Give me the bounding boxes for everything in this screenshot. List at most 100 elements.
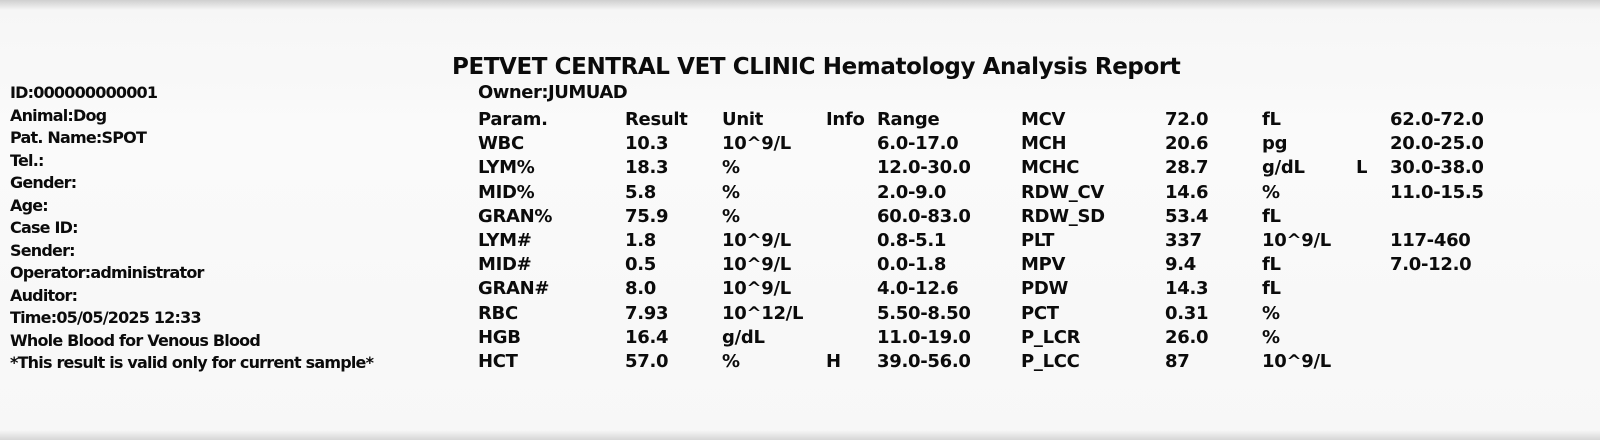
patient-info-block: ID:000000000001 Animal:Dog Pat. Name:SPO… <box>10 82 374 375</box>
patient-auditor: Auditor: <box>10 285 78 305</box>
left-info-cell: H <box>826 350 841 372</box>
paper-bottom-edge <box>0 430 1600 440</box>
right-param-cell: MCH <box>1021 133 1067 155</box>
left-param-cell: GRAN# <box>478 278 550 300</box>
patient-time: Time:05/05/2025 12:33 <box>10 308 202 327</box>
left-param-cell: GRAN% <box>478 205 553 227</box>
right-result-cell: 72.0 <box>1165 109 1209 130</box>
left-range-cell: 4.0-12.6 <box>877 278 959 300</box>
right-unit-cell: % <box>1262 181 1280 203</box>
owner-name: Owner:JUMUAD <box>478 82 628 103</box>
right-unit-cell: pg <box>1262 133 1288 155</box>
right-range-cell: 30.0-38.0 <box>1390 157 1484 179</box>
left-unit-cell: 10^9/L <box>722 133 791 155</box>
right-result-cell: 14.3 <box>1165 278 1209 300</box>
left-range-cell: 0.0-1.8 <box>877 254 947 276</box>
left-param-cell: MID# <box>478 254 532 276</box>
patient-animal: Animal:Dog <box>10 105 107 125</box>
left-param-cell: LYM# <box>478 229 532 251</box>
left-unit-cell: 10^9/L <box>722 254 791 276</box>
patient-age: Age: <box>10 195 49 215</box>
left-result-cell: 5.8 <box>625 181 656 203</box>
patient-sender: Sender: <box>10 240 76 260</box>
right-result-cell: 9.4 <box>1165 254 1196 276</box>
left-result-cell: 0.5 <box>625 254 656 276</box>
left-unit-cell: 10^12/L <box>722 302 804 324</box>
left-range-cell: 0.8-5.1 <box>877 229 947 251</box>
right-param-cell: PCT <box>1021 302 1059 324</box>
left-unit-cell: % <box>722 350 740 372</box>
right-result-cell: 26.0 <box>1165 326 1209 348</box>
right-unit-cell: 10^9/L <box>1262 229 1331 251</box>
right-range-cell: 117-460 <box>1390 229 1471 251</box>
right-info-cell: L <box>1356 157 1368 179</box>
left-result-cell: 75.9 <box>625 205 669 227</box>
patient-operator: Operator:administrator <box>10 263 204 282</box>
left-param-cell: HGB <box>478 326 521 348</box>
left-range-cell: 39.0-56.0 <box>877 350 971 372</box>
patient-id: ID:000000000001 <box>10 83 158 102</box>
right-unit-cell: fL <box>1262 254 1281 276</box>
report-title: PETVET CENTRAL VET CLINIC Hematology Ana… <box>452 54 1181 80</box>
left-unit-cell: 10^9/L <box>722 229 791 251</box>
right-param-cell: PLT <box>1021 229 1055 251</box>
patient-gender: Gender: <box>10 173 77 192</box>
left-unit-cell: % <box>722 181 740 203</box>
right-result-cell: 14.6 <box>1165 181 1209 203</box>
right-result-cell: 20.6 <box>1165 133 1209 155</box>
paper-top-edge <box>0 0 1600 10</box>
left-range-cell: 6.0-17.0 <box>877 133 959 155</box>
right-range-cell: 7.0-12.0 <box>1390 254 1472 276</box>
right-result-cell: 0.31 <box>1165 302 1209 324</box>
patient-case-id: Case ID: <box>10 218 79 237</box>
left-range-cell: 5.50-8.50 <box>877 302 971 324</box>
patient-name: Pat. Name:SPOT <box>10 128 147 147</box>
right-param-cell: RDW_CV <box>1021 181 1104 203</box>
left-result-cell: 18.3 <box>625 157 669 179</box>
right-param-cell: MCV <box>1021 109 1066 130</box>
right-unit-cell: fL <box>1262 205 1281 227</box>
header-result: Result <box>625 109 688 130</box>
left-param-cell: HCT <box>478 350 518 372</box>
header-unit: Unit <box>722 109 764 130</box>
right-result-cell: 53.4 <box>1165 205 1209 227</box>
left-range-cell: 2.0-9.0 <box>877 181 947 203</box>
right-param-cell: MPV <box>1021 254 1066 276</box>
left-result-cell: 57.0 <box>625 350 669 372</box>
left-range-cell: 12.0-30.0 <box>877 157 971 179</box>
left-result-cell: 7.93 <box>625 302 669 324</box>
left-unit-cell: % <box>722 157 740 179</box>
right-unit-cell: 10^9/L <box>1262 350 1331 372</box>
left-param-cell: RBC <box>478 302 518 324</box>
right-unit-cell: fL <box>1262 278 1281 300</box>
left-result-cell: 10.3 <box>625 133 669 155</box>
left-result-cell: 8.0 <box>625 278 656 300</box>
header-param: Param. <box>478 109 548 130</box>
left-param-cell: WBC <box>478 133 524 155</box>
right-param-cell: P_LCR <box>1021 326 1081 348</box>
right-range-cell: 11.0-15.5 <box>1390 181 1484 203</box>
left-param-cell: MID% <box>478 181 535 203</box>
right-param-cell: MCHC <box>1021 157 1080 179</box>
right-param-cell: P_LCC <box>1021 350 1080 372</box>
patient-tel: Tel.: <box>10 150 44 170</box>
left-unit-cell: 10^9/L <box>722 278 791 300</box>
header-info: Info <box>826 109 865 130</box>
right-param-cell: RDW_SD <box>1021 205 1105 227</box>
right-range-cell: 62.0-72.0 <box>1390 109 1484 130</box>
right-param-cell: PDW <box>1021 278 1069 300</box>
left-result-cell: 1.8 <box>625 229 656 251</box>
left-unit-cell: g/dL <box>722 326 765 348</box>
right-range-cell: 20.0-25.0 <box>1390 133 1484 155</box>
left-result-cell: 16.4 <box>625 326 669 348</box>
right-result-cell: 337 <box>1165 229 1202 251</box>
left-param-cell: LYM% <box>478 157 535 179</box>
header-range: Range <box>877 109 940 130</box>
right-result-cell: 28.7 <box>1165 157 1209 179</box>
right-unit-cell: fL <box>1262 109 1281 130</box>
left-range-cell: 11.0-19.0 <box>877 326 971 348</box>
right-unit-cell: % <box>1262 326 1280 348</box>
left-range-cell: 60.0-83.0 <box>877 205 971 227</box>
right-unit-cell: g/dL <box>1262 157 1305 179</box>
